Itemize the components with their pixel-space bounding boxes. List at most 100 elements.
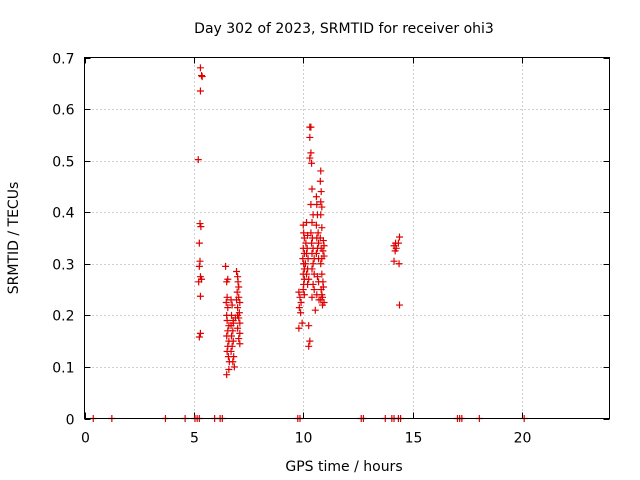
data-point xyxy=(198,72,206,80)
y-tick-label: 0.3 xyxy=(52,258,74,274)
data-point xyxy=(234,311,242,319)
x-tick-label: 5 xyxy=(190,431,199,447)
data-point xyxy=(229,337,237,345)
data-point xyxy=(194,156,202,164)
data-point xyxy=(312,193,320,201)
data-point xyxy=(317,260,325,268)
data-point xyxy=(236,329,244,337)
data-point xyxy=(392,244,400,252)
data-point xyxy=(228,311,235,319)
data-point xyxy=(318,224,326,232)
data-point xyxy=(224,275,232,283)
data-point xyxy=(300,291,308,299)
data-point xyxy=(196,64,204,72)
data-point xyxy=(222,262,230,270)
data-point xyxy=(319,293,326,301)
data-point xyxy=(223,317,231,325)
y-axis-label: SRMTID / TECUs xyxy=(6,182,22,295)
x-tick-label: 10 xyxy=(295,431,313,447)
y-tick-label: 0.6 xyxy=(52,103,74,119)
data-point xyxy=(306,337,314,345)
data-point xyxy=(228,342,236,350)
data-point xyxy=(395,260,403,268)
data-point xyxy=(196,292,204,300)
data-point xyxy=(233,296,241,304)
data-point xyxy=(298,319,306,327)
y-tick-label: 0.5 xyxy=(52,155,74,171)
data-point xyxy=(308,219,316,227)
data-point xyxy=(309,260,317,268)
data-point xyxy=(297,298,305,306)
data-point xyxy=(315,239,323,247)
data-point xyxy=(223,371,231,379)
data-point xyxy=(313,273,321,281)
data-point xyxy=(223,293,231,301)
data-point xyxy=(316,177,324,185)
data-point xyxy=(312,249,320,257)
data-point xyxy=(317,188,325,196)
data-point xyxy=(396,301,403,309)
data-point xyxy=(319,283,327,291)
chart-title: Day 302 of 2023, SRMTID for receiver ohi… xyxy=(194,21,494,37)
data-point xyxy=(234,304,242,312)
y-tick-label: 0.1 xyxy=(52,361,74,377)
y-tick-label: 0 xyxy=(66,413,75,429)
plot-frame xyxy=(84,57,610,419)
data-point xyxy=(295,324,303,332)
data-point xyxy=(304,255,312,263)
data-point xyxy=(303,244,311,252)
data-point xyxy=(236,319,244,327)
data-point xyxy=(235,283,243,291)
data-point xyxy=(308,239,316,247)
axis-ticks xyxy=(84,57,610,420)
data-point xyxy=(317,167,325,175)
data-point xyxy=(307,123,315,131)
data-point xyxy=(197,223,205,231)
data-point xyxy=(396,233,403,241)
data-point xyxy=(295,288,303,296)
data-point xyxy=(229,319,237,327)
x-tick-label: 0 xyxy=(81,431,90,447)
data-point xyxy=(224,304,232,312)
data-point xyxy=(303,270,311,278)
data-point xyxy=(222,298,230,306)
data-point xyxy=(307,149,315,157)
data-point xyxy=(320,242,328,250)
data-point xyxy=(319,247,327,255)
data-point xyxy=(306,133,314,141)
data-point xyxy=(196,329,204,337)
data-point xyxy=(307,229,315,237)
y-tick-label: 0.4 xyxy=(52,206,74,222)
data-point xyxy=(301,260,309,268)
x-tick-label: 15 xyxy=(405,431,423,447)
data-points xyxy=(89,64,528,422)
data-point xyxy=(312,221,320,229)
data-point xyxy=(313,200,321,208)
data-point xyxy=(229,358,237,366)
data-point xyxy=(230,363,238,371)
data-point xyxy=(318,270,326,278)
data-point xyxy=(195,333,203,341)
data-point xyxy=(308,185,316,193)
data-point xyxy=(233,268,241,276)
data-point xyxy=(236,340,244,348)
data-point xyxy=(233,288,241,296)
y-tick-label: 0.7 xyxy=(52,52,74,68)
data-point xyxy=(394,239,402,247)
data-point xyxy=(195,239,203,247)
data-point xyxy=(307,200,315,208)
data-point xyxy=(306,154,314,162)
data-point xyxy=(296,293,304,301)
data-point xyxy=(196,257,204,265)
data-point xyxy=(234,278,242,286)
data-point xyxy=(196,220,204,228)
data-point xyxy=(320,298,328,306)
data-point xyxy=(305,275,313,283)
data-point xyxy=(228,301,236,309)
data-point xyxy=(314,229,322,237)
data-point xyxy=(308,265,316,273)
data-point xyxy=(195,278,203,286)
data-point xyxy=(235,335,243,343)
x-axis-label: GPS time / hours xyxy=(285,459,402,475)
